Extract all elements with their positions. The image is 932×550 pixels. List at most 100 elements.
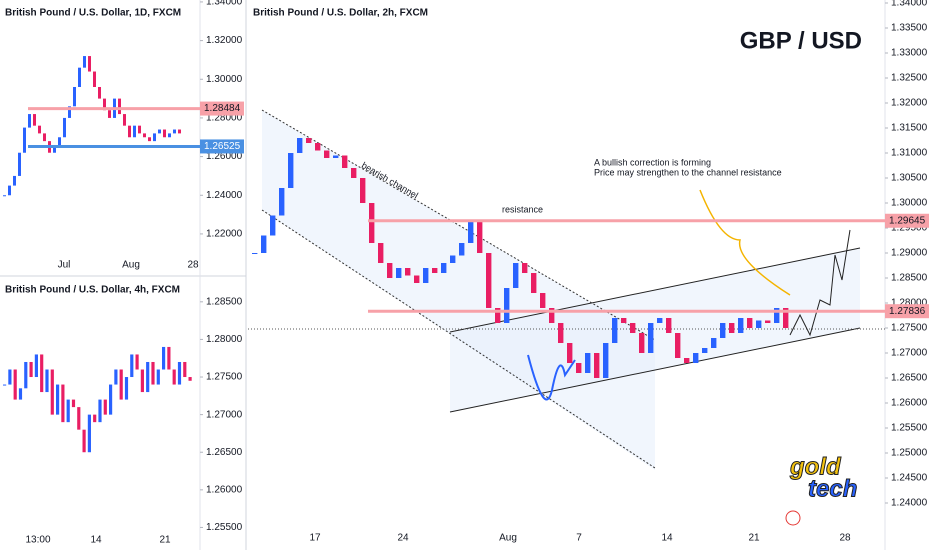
candle [3,195,6,197]
x-tick-label: 24 [397,533,409,544]
x-tick-label: 7 [576,533,582,544]
candle [68,106,71,118]
candle [130,354,134,378]
candle [3,384,7,386]
candle [123,114,126,126]
candle [135,354,139,370]
candle [369,203,375,243]
candle [8,185,11,196]
candle [315,143,321,151]
candle [288,153,294,188]
x-tick-label: Jul [58,260,71,271]
candle [558,323,564,343]
x-tick-label: 21 [159,535,171,546]
candle [168,133,171,138]
candle [18,152,21,176]
candle [128,125,131,138]
candle [8,369,12,385]
y-tick-label: 1.34000 [891,0,928,9]
y-tick-label: 1.27500 [206,372,243,383]
candle [684,358,690,363]
candle [693,353,699,363]
y-tick-label: 1.33500 [891,23,928,34]
icon[interactable] [785,510,801,526]
candle [13,175,16,186]
candle [61,384,65,423]
candle [495,308,501,323]
candle [702,348,708,353]
candle [657,318,663,323]
candle [153,133,156,142]
candle [504,288,510,323]
y-tick-label: 1.30000 [206,74,243,85]
candle [158,129,161,134]
logo: gold [789,453,842,480]
y-tick-label: 1.28500 [206,296,243,307]
candle [34,354,38,378]
candle [450,255,456,263]
candle [630,323,636,333]
candle [279,188,285,216]
y-tick-label: 1.26500 [891,373,928,384]
logo: tech [808,475,857,502]
y-tick-label: 1.28000 [891,298,928,309]
candle [43,133,46,142]
price-tag-label: 1.29645 [889,215,926,226]
candle [603,343,609,378]
candle [58,137,61,145]
candle [639,333,645,353]
candle [98,86,101,99]
y-tick-label: 1.25000 [891,448,928,459]
candle [151,361,155,385]
candle [711,338,717,348]
y-tick-label: 1.34000 [206,0,243,8]
candle [468,220,474,243]
candle [119,369,123,400]
candle [783,308,789,328]
candle [66,399,70,423]
candle [183,361,187,378]
candle [396,268,402,278]
panel-title: British Pound / U.S. Dollar, 4h, FXCM [5,285,180,296]
y-tick-label: 1.30000 [891,198,928,209]
candle [405,268,411,276]
candle [576,363,582,373]
annotation: resistance [502,204,543,214]
candle [18,388,23,400]
y-tick-label: 1.24000 [206,190,243,201]
y-tick-label: 1.29000 [891,248,928,259]
candle [24,361,28,389]
candle [666,318,672,333]
y-tick-label: 1.31500 [891,123,928,134]
candle [173,129,176,134]
candle [163,129,166,138]
candle [56,384,60,415]
candle [720,323,726,338]
annotation: Price may strengthen to the channel resi… [594,167,782,177]
y-tick-label: 1.28000 [206,113,243,124]
y-tick-label: 1.26500 [206,447,243,458]
price-tag [885,304,929,319]
candle [621,318,627,323]
candle [178,129,181,134]
candle [124,377,129,400]
candle [143,133,146,138]
price-tag-label: 1.27836 [889,306,926,317]
y-tick-label: 1.28500 [891,273,928,284]
annotation: A bullish correction is forming [594,157,711,167]
candle [87,414,91,453]
x-tick-label: Aug [499,533,517,544]
candle [83,56,86,68]
arrow [699,189,791,296]
candle [729,323,735,333]
projection [789,229,851,337]
channel-fill [450,248,860,412]
x-tick-label: 14 [661,533,673,544]
candle [13,369,17,400]
y-tick-label: 1.26000 [206,484,243,495]
y-tick-label: 1.24000 [891,498,928,509]
candle [63,117,66,138]
price-tag [200,101,244,116]
candle [531,273,537,293]
